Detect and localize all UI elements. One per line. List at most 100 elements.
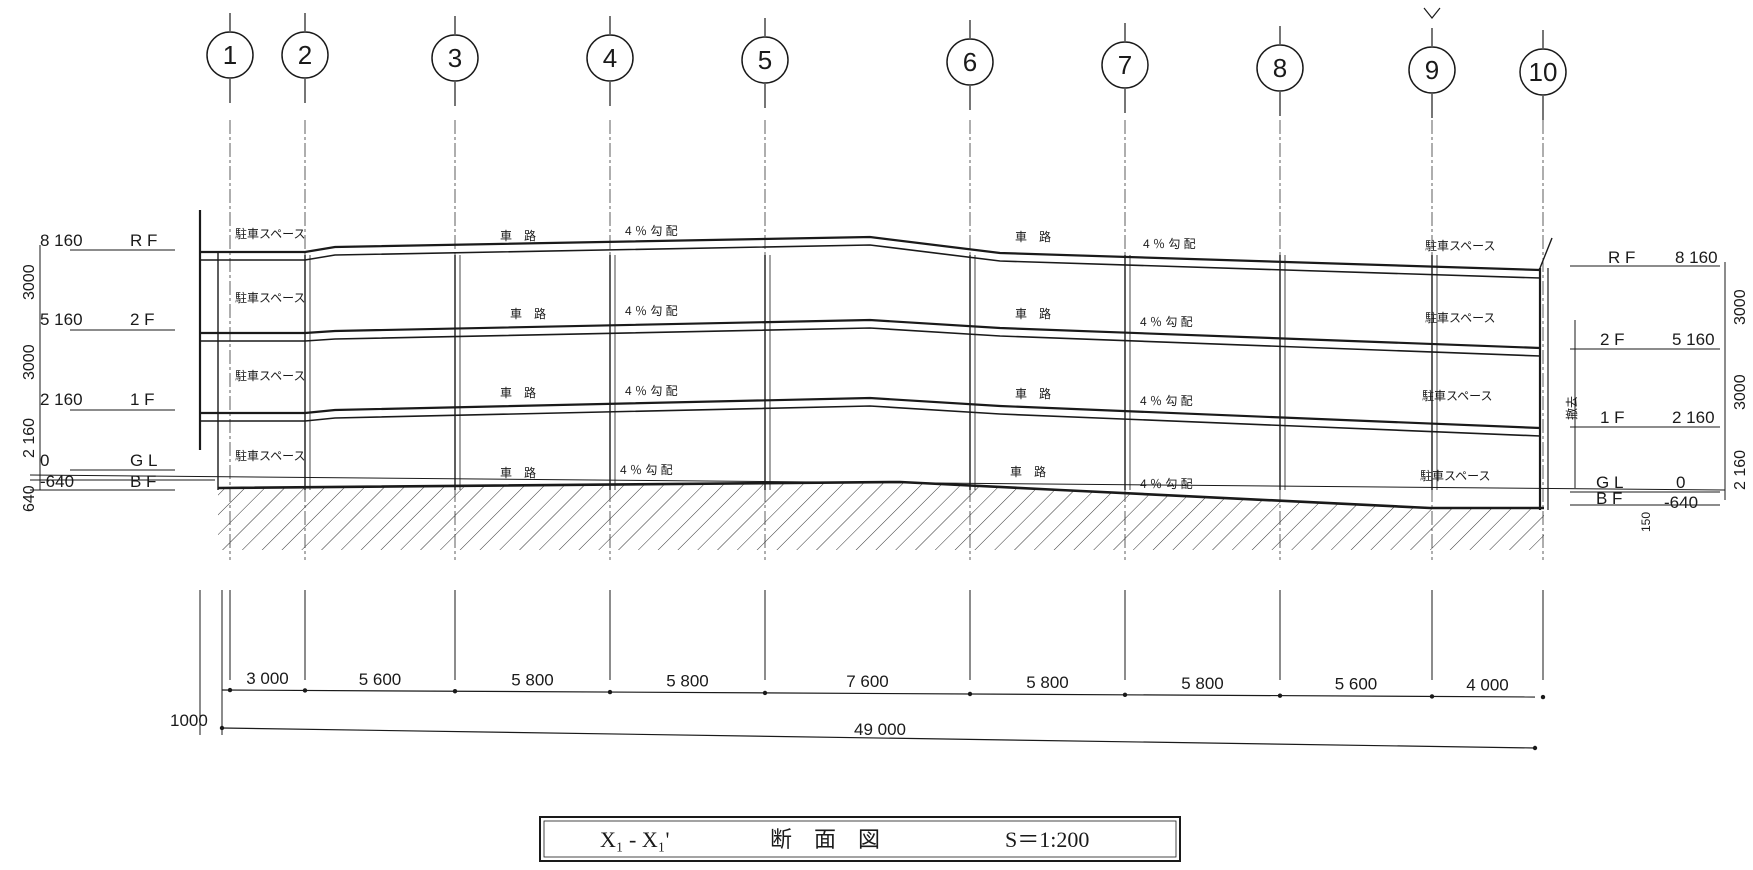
building-section bbox=[198, 210, 1553, 510]
right-level-rf-name: R F bbox=[1608, 248, 1635, 267]
right-level-2f-value: 5 160 bbox=[1672, 330, 1715, 349]
rf-note-driveway-2: 車 路 bbox=[1015, 229, 1051, 244]
bf-note-driveway-2: 車 路 bbox=[1010, 464, 1046, 479]
right-vdim-1f-gl: 2 160 bbox=[1732, 450, 1749, 490]
bf-note-slope-1: 4 ％ 勾 配 bbox=[620, 463, 673, 477]
bay-dim-1: 3 000 bbox=[246, 669, 289, 688]
slab-2f bbox=[200, 318, 1541, 350]
right-level-1f-value: 2 160 bbox=[1672, 408, 1715, 427]
1f-note-driveway-1: 車 路 bbox=[500, 385, 536, 400]
right-level-2f-name: 2 F bbox=[1600, 330, 1625, 349]
slab-bf bbox=[217, 480, 1544, 510]
right-level-bf-value: -640 bbox=[1664, 493, 1698, 512]
right-level-gl-name: G L bbox=[1596, 473, 1623, 492]
title-scale: S＝1:200 bbox=[1005, 827, 1089, 852]
grid-label-3: 3 bbox=[448, 43, 462, 73]
left-level-bf-name: B F bbox=[130, 472, 156, 491]
left-level-2f-name: 2 F bbox=[130, 310, 155, 329]
right-side-note: 撤去 bbox=[1564, 396, 1579, 420]
left-level-bf-value: -640 bbox=[40, 472, 74, 491]
grid-axis-6: 6 bbox=[946, 20, 994, 680]
bf-note-parking-right: 駐車スペース bbox=[1420, 468, 1491, 483]
grid-bubble-7 bbox=[1101, 41, 1149, 89]
marker-caret bbox=[1423, 7, 1441, 19]
1f-note-parking-left: 駐車スペース bbox=[235, 368, 306, 383]
grid-label-1: 1 bbox=[223, 40, 237, 70]
grid-axis-7: 7 bbox=[1101, 23, 1149, 680]
right-level-rf-value: 8 160 bbox=[1675, 248, 1718, 267]
left-vdim-1f-gl: 2 160 bbox=[21, 418, 38, 458]
bay-dim-3: 5 800 bbox=[511, 671, 554, 690]
2f-note-driveway-1: 車 路 bbox=[510, 306, 546, 321]
rf-note-parking-left: 駐車スペース bbox=[235, 226, 306, 241]
1f-note-driveway-2: 車 路 bbox=[1015, 386, 1051, 401]
rf-note-slope-1: 4 ％ 勾 配 bbox=[625, 224, 678, 238]
left-vdim-gl-bf: 640 bbox=[21, 485, 38, 512]
gl-line bbox=[29, 474, 1726, 491]
rf-note-slope-2: 4 ％ 勾 配 bbox=[1143, 237, 1196, 251]
2f-note-parking-right: 駐車スペース bbox=[1425, 310, 1496, 325]
1f-note-parking-right: 駐車スペース bbox=[1422, 388, 1493, 403]
grid-bubble-9 bbox=[1408, 46, 1456, 94]
grid-axes: 1 2 3 4 5 6 7 8 9 10 bbox=[206, 7, 1567, 680]
horizontal-dimensions: 3 000 5 600 5 800 5 800 7 600 5 800 5 800 5 600… bbox=[170, 590, 1546, 751]
grid-label-7: 7 bbox=[1118, 50, 1132, 80]
bf-note-parking-left: 駐車スペース bbox=[235, 448, 306, 463]
left-vdim-2f-1f: 3000 bbox=[21, 344, 38, 380]
left-vdim-rf-2f: 3000 bbox=[21, 264, 38, 300]
bay-dim-5: 7 600 bbox=[846, 672, 889, 691]
bay-dim-8: 5 600 bbox=[1335, 675, 1378, 694]
grid-axis-9: 9 bbox=[1408, 28, 1456, 680]
grid-label-9: 9 bbox=[1425, 55, 1439, 85]
left-level-gl-name: G L bbox=[130, 451, 157, 470]
bay-dim-9: 4 000 bbox=[1466, 675, 1509, 694]
1f-note-slope-2: 4 ％ 勾 配 bbox=[1140, 394, 1193, 408]
bf-note-slope-2: 4 ％ 勾 配 bbox=[1140, 477, 1193, 491]
grid-label-5: 5 bbox=[758, 45, 772, 75]
left-level-1f-value: 2 160 bbox=[40, 390, 83, 409]
title-name: 断 面 図 bbox=[770, 827, 880, 852]
ground-hatch bbox=[218, 482, 1544, 550]
title-block: X₁ - X₁' 断 面 図 S＝1:200 bbox=[539, 816, 1181, 862]
bay-dim-7: 5 800 bbox=[1181, 674, 1224, 693]
bay-dim-4: 5 800 bbox=[666, 671, 709, 690]
title-section-id: X₁ - X₁' bbox=[600, 827, 669, 852]
2f-note-parking-left: 駐車スペース bbox=[235, 290, 306, 305]
grid-label-2: 2 bbox=[298, 40, 312, 70]
left-levels: 8 160 R F 5 160 2 F 2 160 1 F 0 G L -640… bbox=[21, 231, 175, 512]
right-vdim-2f-1f: 3000 bbox=[1732, 374, 1749, 410]
bf-note-driveway-1: 車 路 bbox=[500, 465, 536, 480]
left-level-2f-value: 5 160 bbox=[40, 310, 83, 329]
grid-label-10: 10 bbox=[1529, 57, 1558, 87]
floor-notes: 駐車スペース 車 路 4 ％ 勾 配 車 路 4 ％ 勾 配 駐車スペース 駐車… bbox=[235, 224, 1496, 491]
grid-axis-10: 10 bbox=[1519, 30, 1567, 680]
grid-label-4: 4 bbox=[603, 43, 617, 73]
right-level-gl-value: 0 bbox=[1676, 473, 1685, 492]
left-level-rf-name: R F bbox=[130, 231, 157, 250]
grid-bubble-8 bbox=[1256, 44, 1304, 92]
rf-note-driveway-1: 車 路 bbox=[500, 228, 536, 243]
total-dim: 49 000 bbox=[854, 720, 906, 739]
2f-note-slope-1: 4 ％ 勾 配 bbox=[625, 304, 678, 318]
grid-axis-2: 2 bbox=[281, 13, 329, 680]
left-offset-dim: 1000 bbox=[170, 711, 208, 730]
grid-bubble-1 bbox=[206, 31, 254, 79]
bay-dim-2: 5 600 bbox=[359, 670, 402, 689]
right-level-1f-name: 1 F bbox=[1600, 408, 1625, 427]
slab-1f bbox=[200, 396, 1541, 430]
grid-bubble-5 bbox=[741, 36, 789, 84]
rf-note-parking-right: 駐車スペース bbox=[1425, 238, 1496, 253]
grid-bubble-4 bbox=[586, 34, 634, 82]
right-level-bf-name: B F bbox=[1596, 489, 1622, 508]
2f-note-slope-2: 4 ％ 勾 配 bbox=[1140, 315, 1193, 329]
grid-axis-4: 4 bbox=[586, 16, 634, 680]
slab-rf bbox=[200, 235, 1541, 272]
grid-bubble-10 bbox=[1519, 48, 1567, 96]
right-small-dim: 150 bbox=[1639, 512, 1653, 532]
left-level-rf-value: 8 160 bbox=[40, 231, 83, 250]
grid-label-6: 6 bbox=[963, 47, 977, 77]
right-vdim-rf-2f: 3000 bbox=[1732, 289, 1749, 325]
grid-axis-5: 5 bbox=[741, 18, 789, 680]
left-level-gl-value: 0 bbox=[40, 451, 49, 470]
